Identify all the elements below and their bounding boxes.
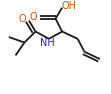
Text: NH: NH	[40, 38, 55, 48]
Text: O: O	[30, 12, 37, 22]
Text: OH: OH	[61, 1, 76, 11]
Text: O: O	[18, 14, 26, 24]
